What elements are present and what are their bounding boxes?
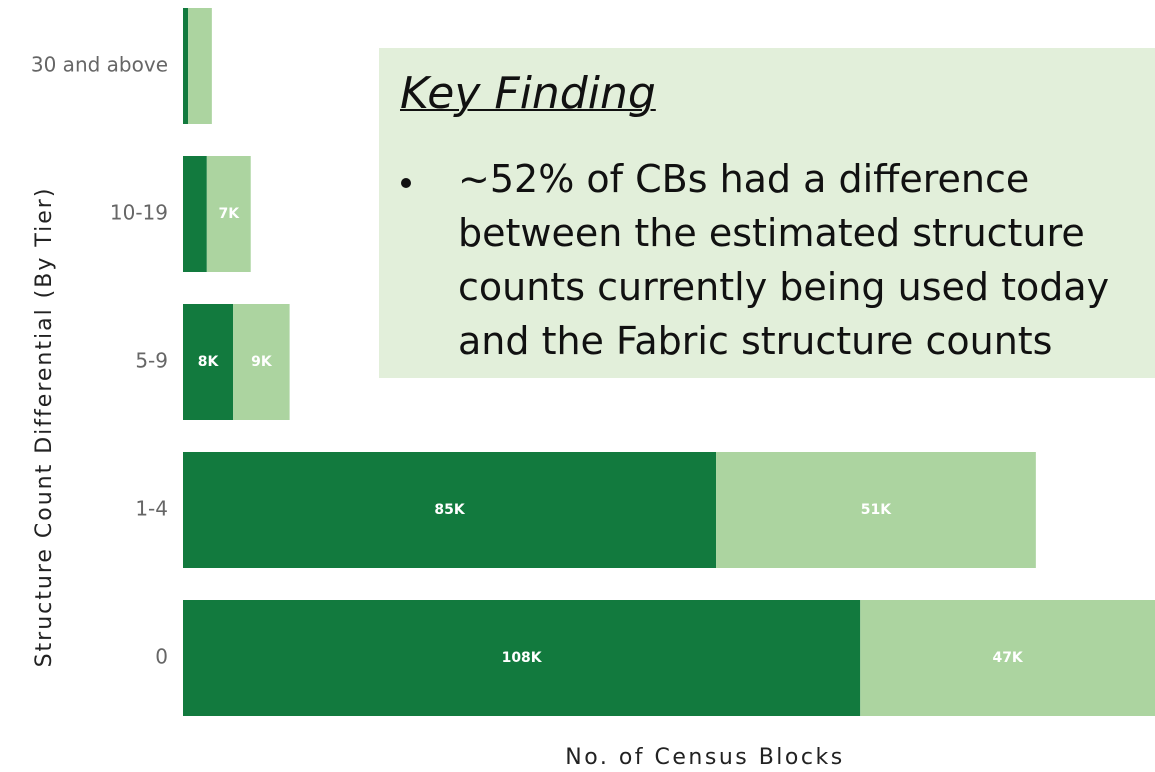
y-tick-label: 1-4 [135, 497, 168, 521]
bar-segment [860, 600, 1155, 716]
value-label: 51K [861, 502, 892, 518]
bar-segment [183, 600, 861, 716]
annotation-text: ~52% of CBs had a difference between the… [458, 157, 1110, 363]
y-tick-label: 5-9 [135, 349, 168, 373]
bar-segment [716, 452, 1036, 568]
bar-segment [183, 156, 207, 272]
annotation-title: Key Finding [400, 68, 656, 119]
bar-segment [183, 8, 189, 124]
bar-segment [183, 304, 234, 420]
y-tick-label: 30 and above [31, 53, 168, 77]
y-tick-label: 0 [155, 645, 168, 669]
value-label: 85K [434, 502, 465, 518]
value-label: 47K [992, 650, 1023, 666]
bar-segment [233, 304, 290, 420]
value-label: 8K [198, 354, 220, 370]
y-tick-label: 10-19 [110, 201, 168, 225]
x-axis-title: No. of Census Blocks [565, 745, 844, 770]
key-finding-box: Key Finding ~52% of CBs had a difference… [379, 48, 1155, 378]
value-label: 108K [502, 650, 543, 666]
bar-segment [188, 8, 212, 124]
bar-segment [183, 452, 717, 568]
bar-segment [206, 156, 251, 272]
value-label: 9K [251, 354, 273, 370]
value-label: 7K [218, 206, 240, 222]
bullet [401, 178, 411, 188]
y-axis-title: Structure Count Differential (By Tier) [32, 187, 57, 668]
